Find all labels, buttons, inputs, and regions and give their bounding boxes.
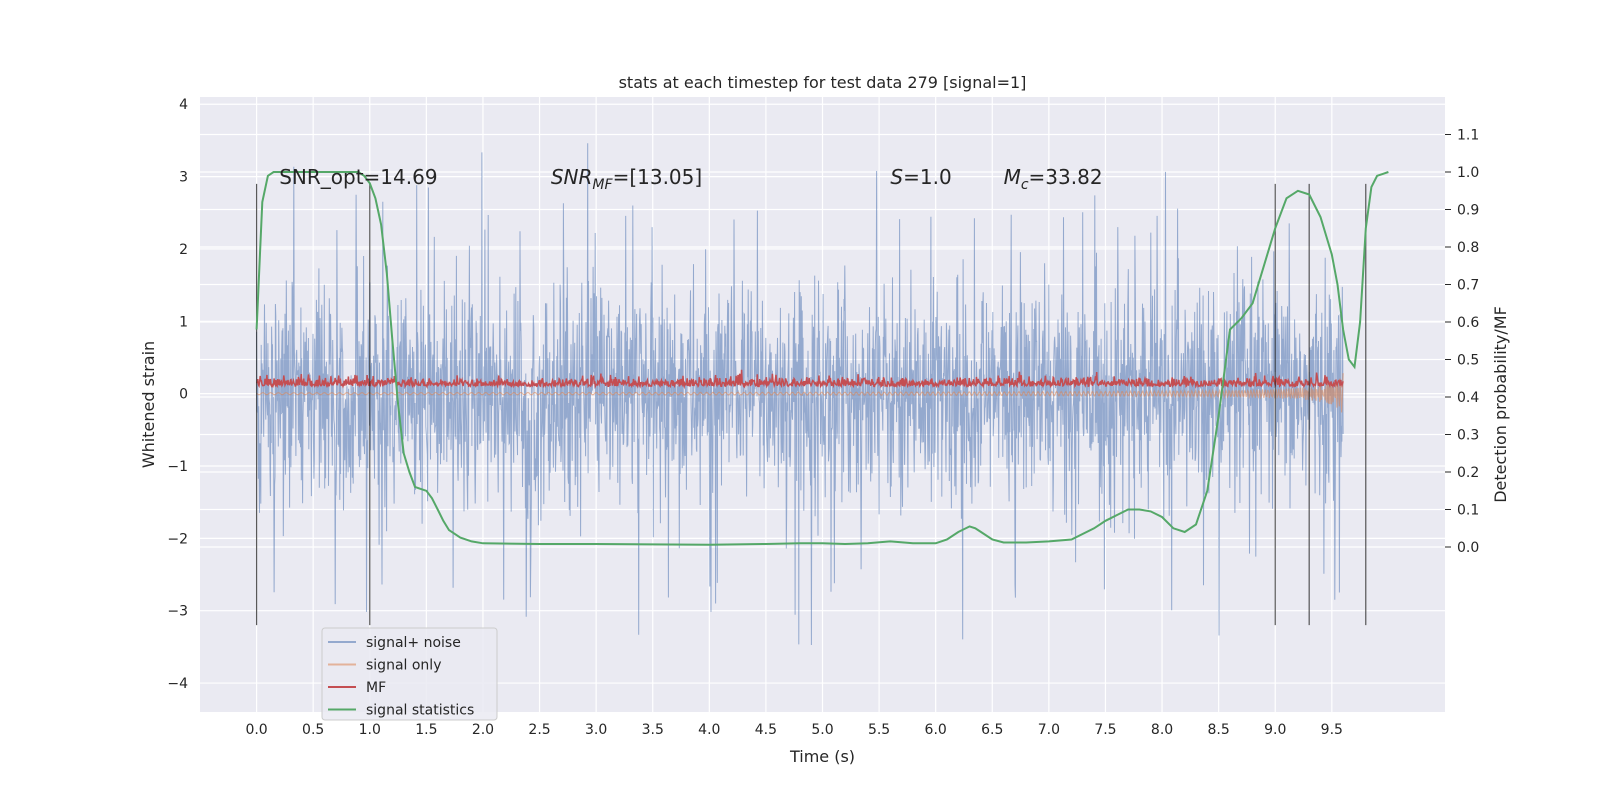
x-tick-label: 2.5 [528, 722, 550, 738]
vertical-markers [255, 183, 1367, 626]
x-tick-label: 6.0 [925, 722, 947, 738]
legend: signal+ noise signal only MF signal statist… [321, 627, 498, 721]
x-tick-label: 5.0 [811, 722, 833, 738]
x-tick-label: 4.0 [698, 722, 720, 738]
y-right-tick-label: 0.8 [1457, 240, 1479, 256]
x-tick-label: 5.5 [868, 722, 890, 738]
x-tick-label: 7.0 [1038, 722, 1060, 738]
y-tick-label: 1 [179, 314, 188, 330]
y-right-tick-label: 0.4 [1457, 390, 1479, 406]
x-tick-label: 0.0 [245, 722, 267, 738]
y-right-tick-label: 0.0 [1457, 540, 1479, 556]
y-tick-label: −4 [167, 676, 188, 692]
y-right-tick-label: 0.1 [1457, 503, 1479, 519]
series-mf [256, 369, 1344, 390]
chart-title: stats at each timestep for test data 279… [619, 73, 1027, 92]
y-right-tick-label: 0.9 [1457, 203, 1479, 219]
annotation: S=1.0 [890, 165, 951, 189]
y-right-tick-label: 1.0 [1457, 165, 1479, 181]
x-tick-label: 2.0 [472, 722, 494, 738]
x-tick-label: 3.5 [642, 722, 664, 738]
x-tick-label: 8.0 [1151, 722, 1173, 738]
y-tick-label: 2 [179, 242, 188, 258]
x-tick-label: 3.0 [585, 722, 607, 738]
x-tick-label: 6.5 [981, 722, 1003, 738]
annotations: SNR_opt=14.69 SNRMF=[13.05] S=1.0 Mc=33.82 [279, 165, 1102, 193]
x-tick-label: 4.5 [755, 722, 777, 738]
x-tick-label: 9.0 [1264, 722, 1286, 738]
legend-label: MF [366, 680, 386, 696]
legend-box [321, 627, 498, 721]
y-right-tick-labels: 0.0 0.1 0.2 0.3 0.4 0.5 0.6 0.7 0.8 0.9 1.0 1.1 [1445, 128, 1479, 556]
legend-label: signal+ noise [366, 635, 461, 651]
y-tick-label: −3 [167, 604, 188, 620]
series-signal-statistics [255, 171, 1389, 546]
y-right-tick-label: 0.7 [1457, 278, 1479, 294]
y-right-tick-label: 1.1 [1457, 128, 1479, 144]
annotation: SNRMF=[13.05] [551, 165, 702, 193]
series-signal-noise [256, 143, 1344, 646]
x-tick-labels: 0.0 0.5 1.0 1.5 2.0 2.5 3.0 3.5 4.0 4.5 5.0 5.5 6.0 6… [245, 722, 1342, 738]
x-tick-label: 7.5 [1094, 722, 1116, 738]
y-tick-label: 4 [179, 97, 188, 113]
annotation: Mc=33.82 [1004, 165, 1103, 193]
x-tick-label: 1.0 [359, 722, 381, 738]
legend-label: signal statistics [366, 703, 474, 719]
x-tick-label: 1.5 [415, 722, 437, 738]
legend-label: signal only [366, 658, 441, 674]
x-axis-label: Time (s) [789, 747, 855, 766]
y-right-tick-label: 0.6 [1457, 315, 1479, 331]
y-tick-label: −2 [167, 531, 188, 547]
y-tick-label: −1 [167, 459, 188, 475]
annotation: SNR_opt=14.69 [279, 165, 437, 189]
y-tick-label: 3 [179, 170, 188, 186]
y-tick-labels: −4 −3 −2 −1 0 1 2 3 4 [167, 97, 188, 692]
y-right-tick-label: 0.5 [1457, 353, 1479, 369]
y-tick-label: 0 [179, 387, 188, 403]
y-right-tick-label: 0.3 [1457, 428, 1479, 444]
x-tick-label: 0.5 [302, 722, 324, 738]
y-axis-label: Whitened strain [139, 341, 158, 468]
y-right-tick-label: 0.2 [1457, 465, 1479, 481]
y-axis-right-label: Detection probability/MF [1491, 306, 1510, 503]
x-tick-label: 8.5 [1208, 722, 1230, 738]
series-signal-only [256, 373, 1344, 413]
x-tick-label: 9.5 [1321, 722, 1343, 738]
